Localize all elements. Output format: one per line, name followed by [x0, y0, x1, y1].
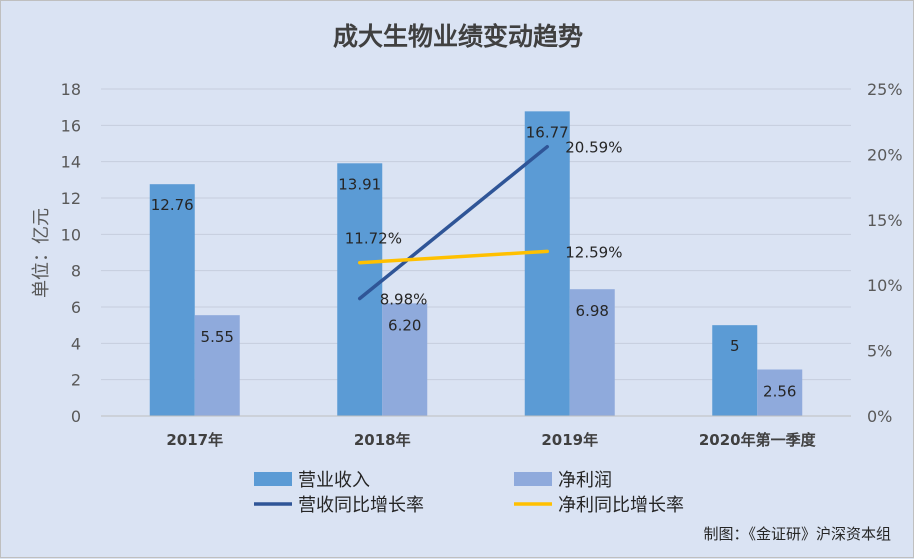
legend-swatch	[514, 472, 552, 486]
line-value-label: 20.59%	[565, 139, 622, 157]
bar	[194, 315, 240, 416]
y-axis-label: 单位：亿元	[31, 208, 52, 298]
legend-label: 营业收入	[298, 470, 370, 491]
legend-label: 净利润	[558, 470, 612, 491]
series-line	[358, 144, 549, 301]
bars	[149, 111, 803, 416]
y-tick-label: 4	[71, 334, 81, 353]
y-tick-label: 8	[71, 262, 81, 281]
y-tick-label: 12	[61, 189, 81, 208]
y-tick-label: 18	[61, 80, 81, 99]
y2-tick-label: 20%	[867, 145, 903, 164]
bar-value-label: 2.56	[763, 382, 796, 400]
y-tick-label: 16	[61, 116, 81, 135]
legend-label: 营收同比增长率	[298, 495, 424, 516]
bar	[757, 369, 803, 416]
bar-value-label: 16.77	[526, 123, 569, 141]
bar	[569, 289, 615, 416]
bar-value-label: 6.98	[576, 302, 609, 320]
y-tick-label: 14	[61, 153, 81, 172]
bar	[382, 303, 428, 416]
source-credit: 制图：《金证研》沪深资本组	[703, 525, 891, 543]
line-value-label: 12.59%	[565, 243, 622, 261]
x-tick-label: 2020年第一季度	[699, 431, 817, 449]
bar-value-label: 5	[730, 337, 740, 355]
bar	[149, 184, 195, 416]
line-value-label: 8.98%	[380, 291, 428, 309]
bar-value-label: 6.20	[388, 316, 421, 334]
line-value-label: 11.72%	[345, 230, 402, 248]
legend-label: 净利同比增长率	[558, 495, 684, 516]
y-tick-label: 0	[71, 407, 81, 426]
chart-title: 成大生物业绩变动趋势	[333, 22, 583, 51]
bar	[524, 111, 570, 416]
y-tick-label: 6	[71, 298, 81, 317]
y2-tick-label: 5%	[867, 342, 892, 361]
line-series	[358, 144, 549, 301]
x-tick-label: 2017年	[166, 431, 223, 449]
legend-swatch	[254, 472, 292, 486]
series-line	[358, 249, 549, 265]
bar-value-label: 5.55	[201, 328, 234, 346]
bar-value-label: 13.91	[338, 175, 381, 193]
y2-tick-label: 25%	[867, 80, 903, 99]
axes: 0 2 4 6 8 10 12 14 16 18 0% 5% 10% 15% 20% 25% 2017年 2018…	[61, 80, 903, 449]
x-tick-label: 2018年	[354, 431, 411, 449]
y2-tick-label: 10%	[867, 276, 903, 295]
x-tick-label: 2019年	[541, 431, 598, 449]
y-tick-label: 2	[71, 371, 81, 390]
y-tick-label: 10	[61, 225, 81, 244]
bar-value-label: 12.76	[151, 196, 194, 214]
bar	[712, 325, 758, 416]
bar	[337, 163, 383, 416]
y2-tick-label: 0%	[867, 407, 892, 426]
data-labels: 12.76 13.91 16.77 5 5.55 6.20 6.98 2.56 8.98% 20.…	[151, 123, 797, 400]
y2-tick-label: 15%	[867, 211, 903, 230]
